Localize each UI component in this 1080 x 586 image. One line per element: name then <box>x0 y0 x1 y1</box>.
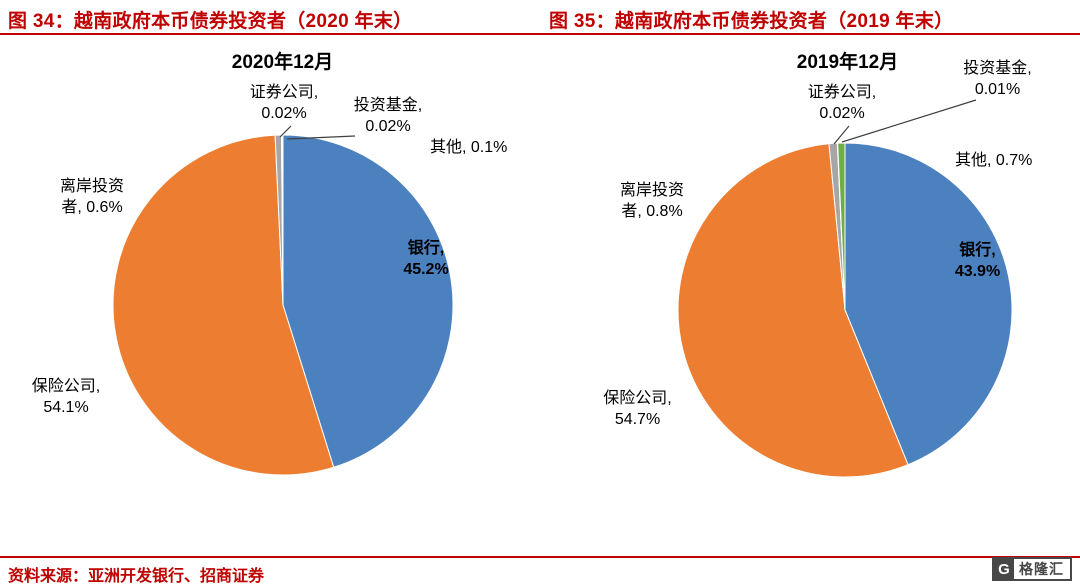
leader-line-fund <box>841 99 977 143</box>
label-fund: 投资基金, 0.01% <box>940 58 1055 100</box>
pie-date-label: 2019年12月 <box>796 52 899 73</box>
pie-2019-svg <box>677 99 1013 478</box>
label-line: 0.02% <box>819 105 865 123</box>
label-insurance: 保险公司, 54.1% <box>5 376 127 418</box>
pie-slice-银行 <box>282 134 454 468</box>
label-securities: 证券公司, 0.02% <box>228 82 340 124</box>
label-line: 投资基金, <box>963 60 1032 77</box>
pie-slice-银行 <box>844 142 1013 466</box>
pie-chart-2020: 2020年12月 证券公司, 0.02% 投资基金, 0.02% 其他, 0.1… <box>0 40 540 552</box>
label-line: 0.01% <box>974 81 1021 99</box>
label-line: 证券公司, <box>249 84 319 101</box>
figure-34-title: 图 34：越南政府本币债券投资者（2020 年末） <box>8 11 413 32</box>
label-other: 其他, 0.7% <box>955 152 1033 169</box>
label-insurance: 保险公司, 54.7% <box>575 388 700 430</box>
label-line: 0.02% <box>365 118 411 136</box>
label-line: 证券公司, <box>807 84 877 101</box>
label-bank: 银行, 45.2% <box>362 238 490 280</box>
label-line: 保险公司, <box>31 378 101 395</box>
figure-35-title: 图 35：越南政府本币债券投资者（2019 年末） <box>549 11 954 32</box>
label-line: 54.7% <box>614 411 661 429</box>
label-line: 离岸投资 <box>59 178 124 195</box>
pie-slice-其他 <box>837 142 846 311</box>
pie-slice-保险公司 <box>112 134 335 476</box>
leader-line-fund <box>286 135 356 140</box>
pie-chart-2019: 2019年12月 证券公司, 0.02% 投资基金, 0.01% 其他, 0.7… <box>540 40 1080 552</box>
label-offshore: 离岸投资 者, 0.6% <box>32 176 152 218</box>
label-bank: 银行, 43.9% <box>915 240 1040 282</box>
label-line: 离岸投资 <box>619 182 684 199</box>
label-line: 0.02% <box>261 105 307 123</box>
gelonghui-logo-text: 格隆汇 <box>1019 561 1064 577</box>
label-other: 其他, 0.1% <box>430 139 508 156</box>
label-fund: 投资基金, 0.02% <box>332 95 444 137</box>
label-offshore: 离岸投资 者, 0.8% <box>592 180 712 222</box>
label-line: 54.1% <box>43 399 89 417</box>
label-line: 45.2% <box>403 261 449 279</box>
label-line: 银行, <box>407 240 445 257</box>
footer-divider <box>0 556 1080 558</box>
label-line: 者, 0.6% <box>61 199 123 217</box>
source-note: 资料来源：亚洲开发银行、招商证券 <box>8 568 265 585</box>
pie-slice-保险公司 <box>677 143 909 478</box>
pie-2020-svg <box>112 125 454 476</box>
label-securities: 证券公司, 0.02% <box>786 82 898 124</box>
label-line: 保险公司, <box>603 390 672 407</box>
leader-line-securities <box>833 125 850 145</box>
label-line: 投资基金, <box>353 97 423 114</box>
header-divider <box>0 33 1080 35</box>
label-line: 银行, <box>959 242 996 259</box>
pie-date-label: 2020年12月 <box>231 52 334 73</box>
gelonghui-logo-icon: G <box>994 559 1014 579</box>
label-line: 43.9% <box>954 263 1001 281</box>
label-line: 者, 0.8% <box>621 203 683 221</box>
leader-line-securities <box>279 125 292 138</box>
gelonghui-logo: G 格隆汇 <box>992 557 1072 581</box>
